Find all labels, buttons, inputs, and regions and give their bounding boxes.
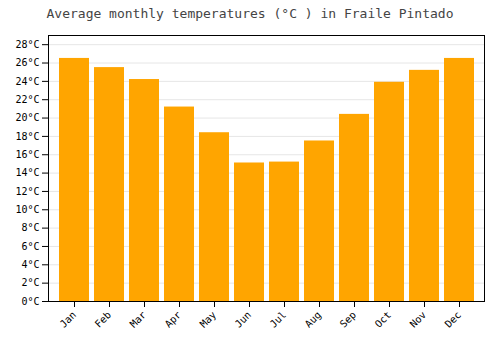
svg-text:20°C: 20°C — [15, 112, 39, 123]
svg-text:24°C: 24°C — [15, 76, 39, 87]
svg-text:28°C: 28°C — [15, 39, 39, 50]
svg-text:8°C: 8°C — [21, 222, 39, 233]
svg-text:Nov: Nov — [408, 309, 429, 330]
svg-text:18°C: 18°C — [15, 131, 39, 142]
svg-text:16°C: 16°C — [15, 149, 39, 160]
svg-text:Jul: Jul — [268, 309, 289, 330]
svg-text:Apr: Apr — [163, 309, 184, 330]
svg-text:6°C: 6°C — [21, 241, 39, 252]
svg-text:2°C: 2°C — [21, 277, 39, 288]
svg-text:12°C: 12°C — [15, 186, 39, 197]
svg-text:Feb: Feb — [93, 309, 114, 330]
svg-text:Oct: Oct — [373, 309, 394, 330]
svg-text:Jan: Jan — [58, 309, 79, 330]
svg-text:0°C: 0°C — [21, 296, 39, 307]
svg-text:Jun: Jun — [233, 309, 254, 330]
svg-text:4°C: 4°C — [21, 259, 39, 270]
html-text:Average monthly temperatures (: Average monthly temperatures (°C ) in Fr… — [46, 6, 454, 21]
svg-text:10°C: 10°C — [15, 204, 39, 215]
svg-text:22°C: 22°C — [15, 94, 39, 105]
svg-text:14°C: 14°C — [15, 167, 39, 178]
svg-text:26°C: 26°C — [15, 57, 39, 68]
svg-text:Dec: Dec — [443, 309, 464, 330]
svg-text:Sep: Sep — [338, 309, 359, 330]
svg-text:Aug: Aug — [303, 309, 324, 330]
svg-text:May: May — [198, 309, 219, 330]
svg-text:Mar: Mar — [128, 309, 149, 330]
